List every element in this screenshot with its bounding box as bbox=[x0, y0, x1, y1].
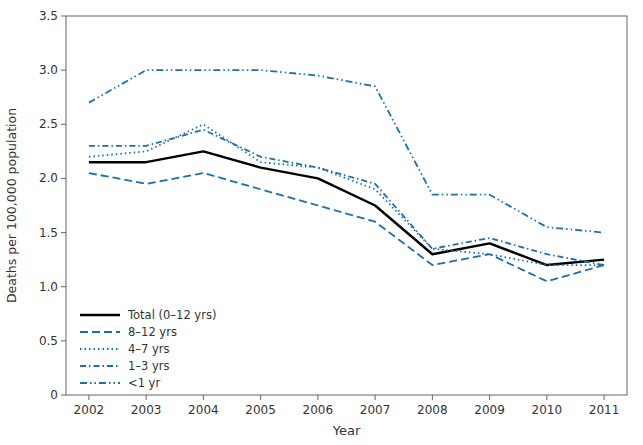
x-tick bbox=[260, 395, 261, 400]
y-tick bbox=[61, 16, 66, 17]
y-axis-label: Deaths per 100,000 population bbox=[4, 108, 19, 303]
legend-label: 8–12 yrs bbox=[128, 325, 177, 339]
x-tick bbox=[546, 395, 547, 400]
legend-label: <1 yr bbox=[128, 376, 160, 390]
y-tick-label: 3.5 bbox=[39, 9, 58, 23]
y-tick-label: 1.5 bbox=[39, 226, 58, 240]
x-tick-label: 2004 bbox=[188, 403, 219, 417]
x-tick bbox=[432, 395, 433, 400]
x-tick bbox=[489, 395, 490, 400]
y-tick bbox=[61, 340, 66, 341]
x-tick-label: 2011 bbox=[589, 403, 620, 417]
series-line bbox=[89, 130, 604, 265]
y-tick-label: 1.0 bbox=[39, 280, 58, 294]
x-tick-label: 2008 bbox=[417, 403, 448, 417]
y-tick bbox=[61, 286, 66, 287]
x-tick-label: 2006 bbox=[303, 403, 334, 417]
series-line bbox=[89, 70, 604, 232]
x-tick-label: 2010 bbox=[532, 403, 563, 417]
y-tick bbox=[61, 124, 66, 125]
x-tick bbox=[375, 395, 376, 400]
series-line bbox=[89, 151, 604, 265]
y-tick-label: 2.5 bbox=[39, 117, 58, 131]
x-tick-label: 2003 bbox=[131, 403, 162, 417]
legend-swatch bbox=[80, 348, 120, 350]
x-tick-label: 2005 bbox=[245, 403, 276, 417]
series-line bbox=[89, 173, 604, 281]
x-tick bbox=[604, 395, 605, 400]
y-tick-label: 0 bbox=[50, 388, 58, 402]
x-axis-label: Year bbox=[332, 423, 361, 438]
x-tick-label: 2009 bbox=[474, 403, 505, 417]
x-axis: 2002 2003 2004 2005 2006 2007 2008 2009 2010 2011 bbox=[74, 395, 620, 417]
plot-frame bbox=[66, 16, 627, 395]
legend-swatch bbox=[80, 365, 120, 367]
y-tick-label: 0.5 bbox=[39, 334, 58, 348]
plot-area bbox=[89, 70, 604, 281]
legend-label: Total (0–12 yrs) bbox=[127, 308, 216, 322]
y-tick bbox=[61, 70, 66, 71]
legend-swatch bbox=[80, 314, 120, 316]
y-tick-label: 2.0 bbox=[39, 171, 58, 185]
y-tick bbox=[61, 178, 66, 179]
y-axis: 0 0.5 1.0 1.5 2.0 2.5 3.0 3.5 bbox=[39, 9, 66, 402]
x-tick bbox=[317, 395, 318, 400]
x-tick bbox=[146, 395, 147, 400]
series-line bbox=[89, 124, 604, 265]
x-tick bbox=[203, 395, 204, 400]
x-tick-label: 2002 bbox=[74, 403, 105, 417]
legend: Total (0–12 yrs) 8–12 yrs 4–7 yrs 1–3 yrs <1… bbox=[80, 308, 216, 390]
legend-label: 4–7 yrs bbox=[128, 342, 170, 356]
x-tick-label: 2007 bbox=[360, 403, 391, 417]
page: {"chart_data": { "type": "line", "x": [2… bbox=[0, 0, 643, 445]
y-tick bbox=[61, 395, 66, 396]
y-tick bbox=[61, 232, 66, 233]
legend-label: 1–3 yrs bbox=[128, 359, 170, 373]
legend-swatch bbox=[80, 331, 120, 333]
y-tick-label: 3.0 bbox=[39, 63, 58, 77]
legend-swatch bbox=[80, 382, 120, 384]
chart: 00.51.01.52.02.53.03.5200220032004200520… bbox=[0, 0, 643, 445]
x-tick bbox=[88, 395, 89, 400]
